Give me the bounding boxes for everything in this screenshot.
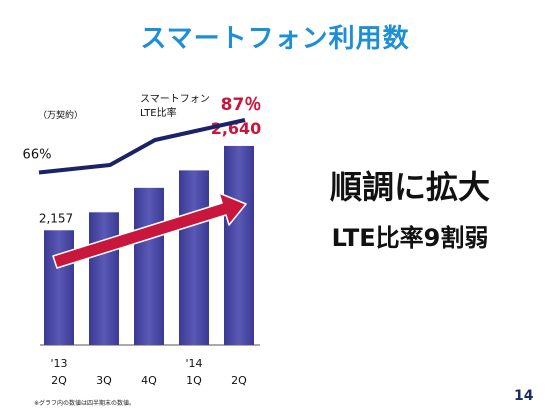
lte-series-name-line-2: LTE比率 xyxy=(140,106,177,119)
line-value-label-1: 66% xyxy=(23,148,52,163)
category-label-3: 4Q xyxy=(141,374,157,387)
category-label-5: 2Q xyxy=(231,374,247,387)
bar-value-label-1: 2,157 xyxy=(39,211,73,225)
category-year-label-4: '14 xyxy=(185,357,202,370)
footnote: ※グラフ内の数値は四半期末の数値。 xyxy=(34,400,136,407)
growth-arrow xyxy=(52,192,247,269)
unit-label: （万契約） xyxy=(38,109,83,121)
lte-ratio-line xyxy=(38,118,246,175)
page-title: スマートフォン利用数 xyxy=(140,24,410,54)
category-label-1: 2Q xyxy=(51,374,67,387)
bar-1 xyxy=(44,230,74,345)
lte-series-name-line-1: スマートフォン xyxy=(140,94,210,105)
bar-2 xyxy=(89,212,119,345)
category-label-4: 1Q xyxy=(186,374,202,387)
bar-4 xyxy=(179,170,209,345)
page-number: 14 xyxy=(514,388,534,404)
bar-5 xyxy=(224,145,254,345)
line-value-label-5: 87％ xyxy=(221,95,262,115)
category-label-2: 3Q xyxy=(96,374,112,387)
bar-3 xyxy=(134,187,164,345)
category-year-label-1: '13 xyxy=(50,357,67,370)
headline-growth: 順調に拡大 xyxy=(329,168,490,206)
headline-lte-ratio: LTE比率9割弱 xyxy=(331,224,489,252)
